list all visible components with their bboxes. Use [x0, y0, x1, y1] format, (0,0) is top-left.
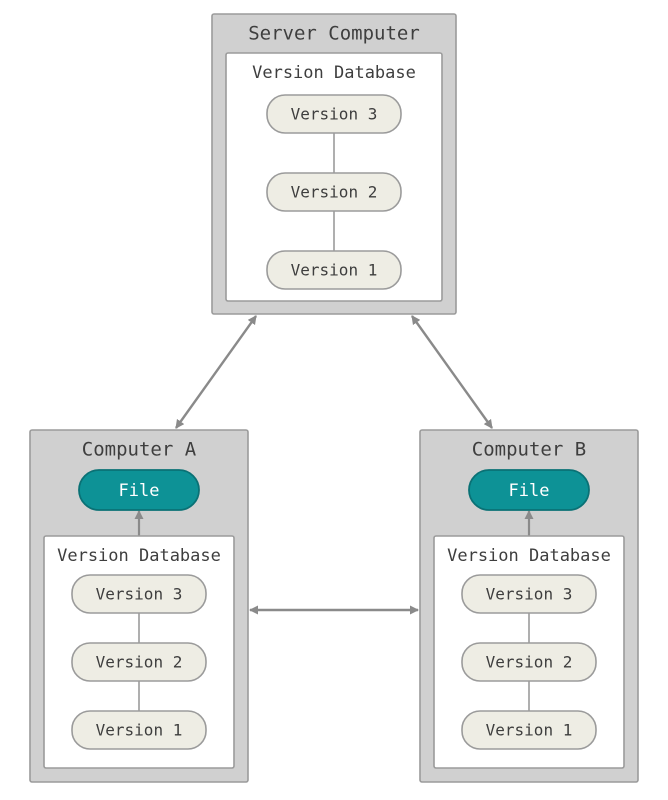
- version-label: Version 1: [486, 721, 573, 740]
- version-label: Version 3: [96, 585, 183, 604]
- version-label: Version 1: [291, 261, 378, 280]
- version-db-title: Version Database: [447, 546, 611, 566]
- version-db-title: Version Database: [252, 63, 416, 83]
- file-label: File: [509, 481, 550, 501]
- version-label: Version 2: [486, 653, 573, 672]
- edge-server-a: [176, 316, 256, 428]
- edge-server-b: [412, 316, 492, 428]
- version-label: Version 3: [486, 585, 573, 604]
- file-label: File: [119, 481, 160, 501]
- computer-title: Computer B: [472, 439, 586, 461]
- version-db-title: Version Database: [57, 546, 221, 566]
- computer-title: Computer A: [82, 439, 197, 461]
- version-label: Version 2: [96, 653, 183, 672]
- computer-title: Server Computer: [248, 23, 420, 45]
- computer-a: Computer A File Version Database Version 3 V…: [30, 430, 248, 782]
- computer-b: Computer B File Version Database Version 3 V…: [420, 430, 638, 782]
- version-label: Version 3: [291, 105, 378, 124]
- diagram-canvas: Server Computer Version Database Version 3…: [0, 0, 668, 800]
- version-label: Version 1: [96, 721, 183, 740]
- version-label: Version 2: [291, 183, 378, 202]
- computer-server: Server Computer Version Database Version 3…: [212, 14, 456, 314]
